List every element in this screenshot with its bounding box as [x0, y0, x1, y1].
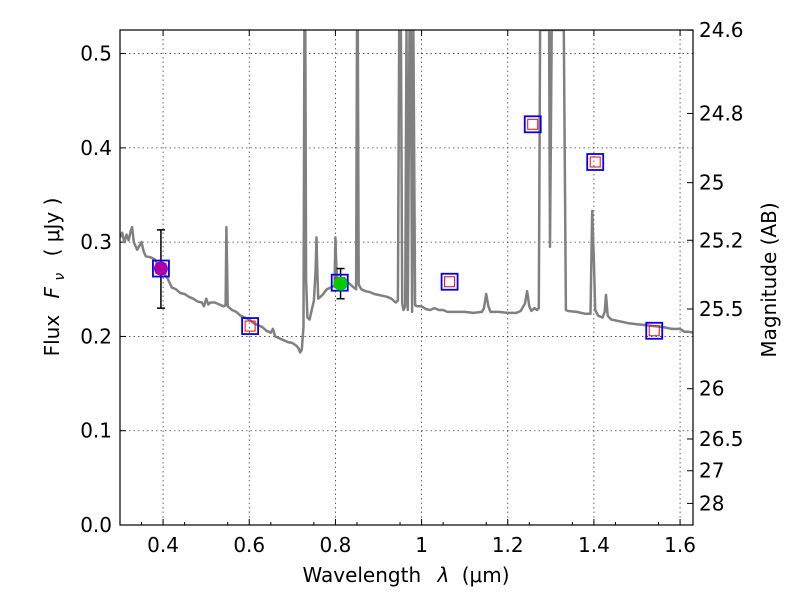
model-point-inner-square [527, 118, 539, 130]
model-point-inner-square [444, 276, 456, 288]
model-point-outer-square [241, 317, 260, 335]
y-axis-label-unit: ( μJy ) [40, 198, 64, 257]
ticks-layer: 0.4 0.6 0.8 1 1.2 1.4 1.6 0.0 0.1 0.2 0.3 0.4 0.5 24.… [80, 18, 743, 557]
y-tick-label: 0.0 [80, 513, 112, 537]
x-tick-label: 1.6 [664, 533, 696, 557]
plot-frame [119, 29, 694, 526]
y-tick-label: 0.2 [80, 324, 112, 348]
mag-tick-label: 25.5 [699, 297, 744, 321]
y-axis-label-symbol: F [40, 286, 64, 298]
mag-tick-label: 27 [699, 459, 724, 483]
mag-tick-label: 24.6 [699, 18, 744, 42]
x-tick-label: 1 [415, 533, 428, 557]
model-point-inner-square [244, 320, 256, 332]
model-spectrum-line [120, 30, 693, 354]
mag-tick-label: 26.5 [699, 427, 744, 451]
x-tick-label: 1.2 [492, 533, 524, 557]
mag-tick-label: 26 [699, 377, 724, 401]
y-axis-label: Flux F ν ( μJy ) [40, 198, 69, 357]
x-axis-label: Wavelength λ (μm) [302, 563, 509, 587]
y-axis-label-text: Flux [40, 315, 64, 357]
model-point-outer-square [645, 321, 664, 340]
x-tick-label: 1.4 [578, 533, 610, 557]
y-tick-label: 0.3 [80, 230, 112, 254]
x-axis-label-symbol: λ [437, 563, 450, 587]
y2-axis-label: Magnitude (AB) [757, 202, 781, 357]
mag-tick-label: 25.2 [699, 228, 744, 252]
model-point-inner-square [648, 325, 660, 337]
x-axis-label-unit: (μm) [462, 563, 510, 587]
model-point-outer-square [152, 259, 170, 278]
observed-point [153, 261, 168, 276]
y-axis-label-subscript: ν [52, 273, 68, 281]
model-point-outer-square [586, 153, 605, 171]
x-axis-label-text: Wavelength [302, 563, 421, 587]
model-point-outer-square [440, 272, 459, 291]
model-point-outer-square [330, 273, 349, 292]
spectrum-layer [120, 30, 693, 354]
observed-point [333, 276, 348, 291]
mag-tick-label: 24.8 [699, 101, 744, 125]
y-tick-label: 0.4 [80, 136, 112, 160]
model-point-outer-square [523, 115, 542, 134]
model-point-inner-square [589, 156, 601, 168]
mag-tick-label: 25 [699, 171, 724, 195]
y-tick-label: 0.1 [80, 419, 112, 443]
x-tick-label: 0.8 [320, 533, 352, 557]
y-tick-label: 0.5 [80, 42, 112, 66]
x-tick-label: 0.6 [233, 533, 265, 557]
grid-layer [120, 30, 693, 525]
x-tick-label: 0.4 [147, 533, 179, 557]
markers-layer [152, 115, 664, 340]
mag-tick-label: 28 [699, 491, 724, 515]
